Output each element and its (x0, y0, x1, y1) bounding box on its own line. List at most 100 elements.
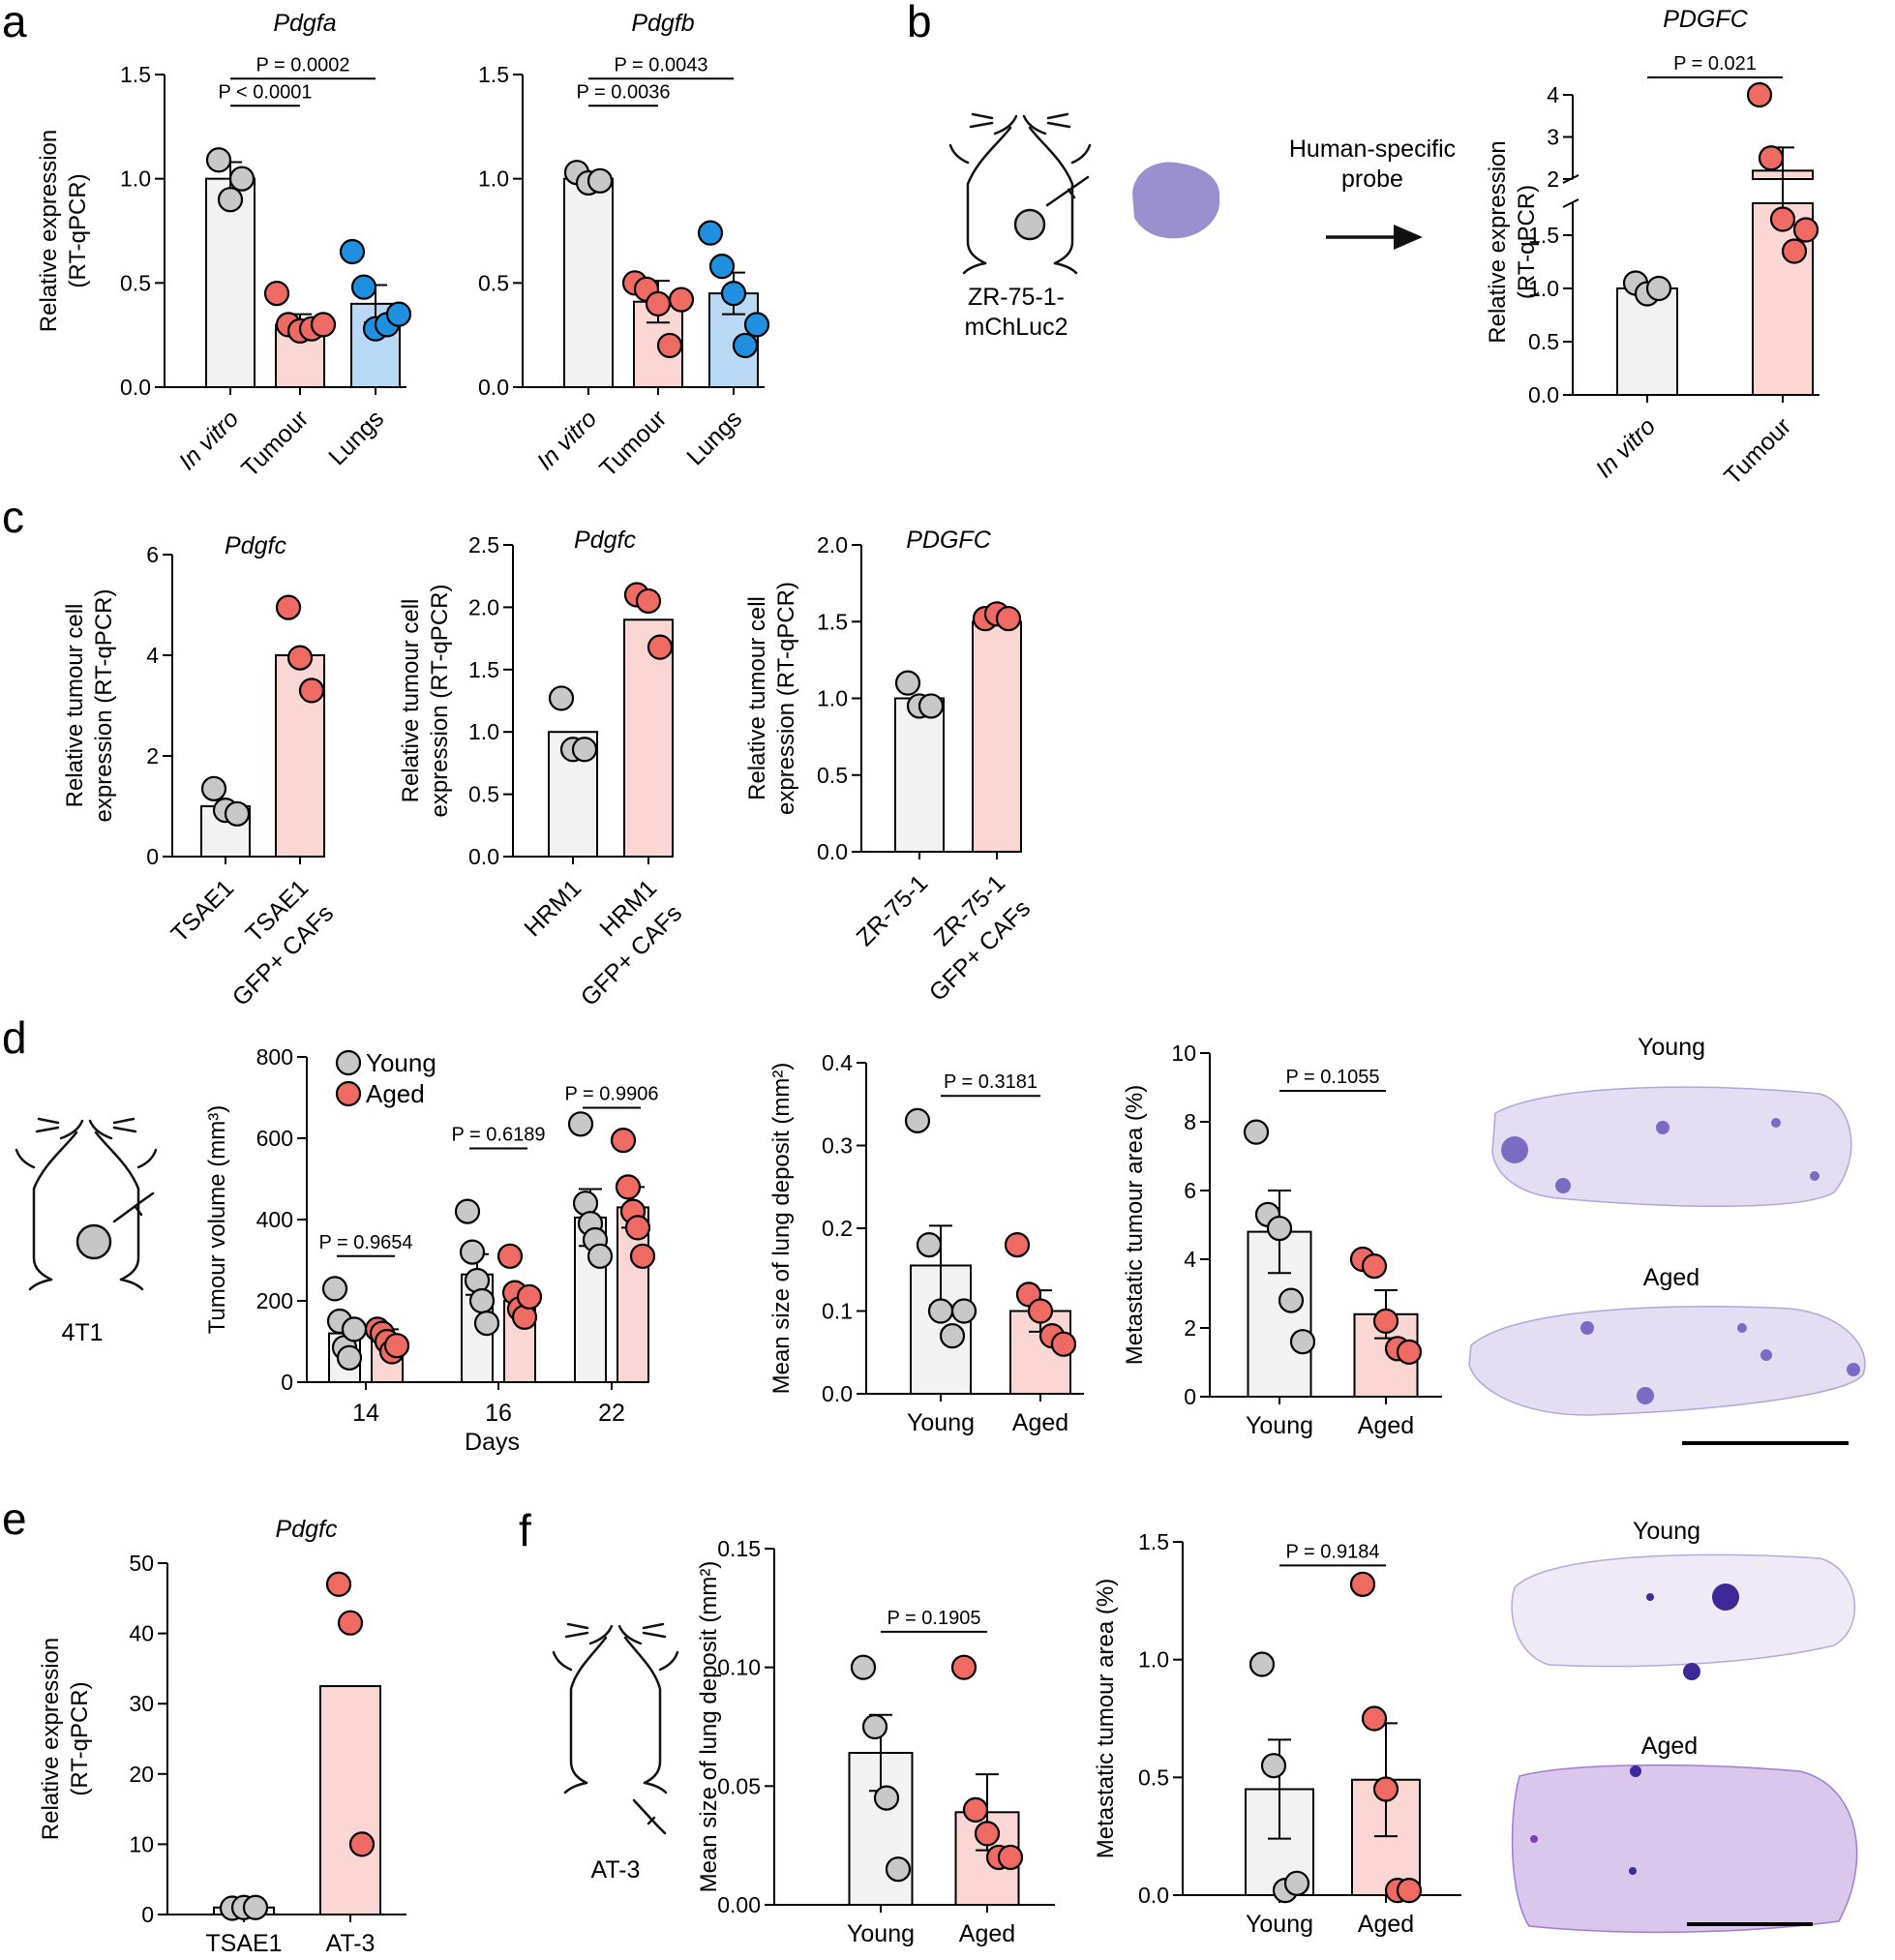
chart-title: Pdgfc (225, 532, 286, 559)
data-point (1289, 1329, 1316, 1355)
data-point (1050, 1331, 1077, 1357)
y-tick-label: 0.5 (120, 270, 151, 295)
data-point (383, 1333, 410, 1359)
x-category-label: TSAE1 (205, 1930, 282, 1957)
legend-marker (335, 1080, 362, 1107)
chart-title: Pdgfb (631, 10, 694, 37)
data-point (656, 332, 683, 359)
lung-histology-young (1511, 1553, 1856, 1680)
x-tick-label: 16 (485, 1400, 512, 1427)
y-tick-label: 0.1 (822, 1299, 853, 1324)
x-category-label: Aged (1012, 1409, 1068, 1436)
chart-title: PDGFC (906, 527, 991, 554)
data-point (1283, 1870, 1310, 1896)
chart-d3: 0 2 4 6 8 10 Metastatic tumour area (%) Young Ag… (1122, 1040, 1442, 1439)
y-axis-label: Metastatic tumour area (%) (1093, 1579, 1119, 1858)
y-tick-label: 20 (129, 1762, 154, 1787)
data-point (950, 1298, 978, 1324)
data-point (873, 1785, 900, 1811)
y-tick-label: 40 (129, 1621, 154, 1646)
x-category-label: In vitro (531, 405, 602, 475)
y-tick-label: 0.0 (478, 375, 509, 400)
y-tick-label: 50 (129, 1551, 154, 1576)
chart-d2: 0.0 0.1 0.2 0.3 0.4 Mean size of lung deposit… (768, 1050, 1084, 1436)
data-point (904, 1107, 931, 1133)
p-value-label: P = 0.0036 (577, 81, 671, 103)
data-point (1278, 1287, 1305, 1313)
data-point (459, 1239, 486, 1265)
data-point (629, 1243, 656, 1269)
legend-marker (335, 1049, 362, 1076)
data-point (1746, 81, 1773, 108)
data-point (615, 1174, 642, 1200)
data-point (1004, 1231, 1031, 1258)
chart-f2: 0.0 0.5 1.0 1.5 Metastatic tumour area (%) Yo… (1093, 1529, 1461, 1938)
data-point (861, 1713, 888, 1740)
y-tick-label: 0.0 (468, 844, 499, 869)
y-tick-label: 3 (1547, 125, 1559, 150)
x-category-label: ZR-75-1 (852, 869, 934, 951)
data-point (228, 166, 256, 192)
data-point (1248, 1651, 1276, 1677)
y-tick-label: 0.5 (1138, 1764, 1169, 1790)
data-point (1243, 1119, 1270, 1145)
y-axis-label: Relative tumour cell expression (RT-qPCR) (62, 589, 117, 823)
y-axis-label: Tumour volume (mm³) (204, 1105, 230, 1334)
y-tick-label: 2.0 (817, 532, 848, 558)
x-category-label: In vitro (1590, 412, 1661, 483)
x-category-label: Tumour (1719, 412, 1796, 490)
chart-title: Pdgfc (574, 527, 636, 554)
y-tick-label: 1.0 (478, 166, 509, 192)
y-tick-label: 1.0 (468, 719, 499, 744)
x-axis-label: Days (465, 1429, 520, 1456)
data-point (516, 1283, 543, 1310)
chart-c2: 0.0 0.5 1.0 1.5 2.0 2.5 Relative tumour cell ex… (398, 527, 687, 1011)
y-tick-label: 0.15 (717, 1536, 761, 1561)
y-axis-label: Relative tumour cell expression (RT-qPCR) (398, 585, 453, 818)
d-image-label-aged: Aged (1643, 1264, 1699, 1291)
data-point (1260, 1753, 1287, 1779)
y-tick-label: 1.5 (1528, 223, 1559, 248)
panel-label-a: a (2, 0, 27, 46)
y-tick-label: 0 (146, 844, 159, 869)
y-tick-label: 0.0 (822, 1381, 853, 1406)
x-category-label: Young (1246, 1412, 1313, 1439)
p-value-label: P = 0.9654 (319, 1232, 413, 1253)
y-tick-label: 600 (256, 1126, 293, 1151)
p-value-label: P = 0.9906 (565, 1084, 659, 1105)
y-axis-label: Metastatic tumour area (%) (1122, 1085, 1148, 1365)
chart-c3: 0.0 0.5 1.0 1.5 2.0 Relative tumour cell expre… (744, 527, 1036, 1007)
p-value-label: P = 0.1055 (1286, 1067, 1380, 1088)
p-value-label: P = 0.3181 (944, 1071, 1038, 1093)
y-tick-label: 0.5 (817, 763, 848, 788)
data-point (1396, 1339, 1423, 1365)
data-point (350, 274, 377, 300)
x-category-label: Young (907, 1409, 975, 1436)
y-tick-label: 4 (146, 643, 159, 668)
p-value-label: P = 0.9184 (1286, 1541, 1380, 1562)
lung-histology-aged (1468, 1306, 1866, 1416)
y-tick-label: 6 (146, 542, 159, 567)
y-tick-label: 0.5 (468, 782, 499, 807)
data-point (224, 800, 251, 827)
data-point (743, 312, 770, 338)
data-point (341, 1316, 368, 1342)
data-point (567, 1111, 594, 1137)
y-tick-label: 800 (256, 1044, 293, 1070)
x-category-label: Young (847, 1920, 915, 1947)
data-point (1266, 1215, 1293, 1242)
data-point (310, 312, 337, 338)
data-point (1372, 1308, 1399, 1335)
data-point (916, 1231, 943, 1258)
y-tick-label: 0.0 (120, 375, 151, 400)
y-tick-label: 1.0 (817, 686, 848, 711)
data-point (894, 670, 921, 696)
data-point (939, 1323, 966, 1349)
data-point (645, 290, 672, 317)
mouse-illustration (948, 112, 1092, 275)
y-tick-label: 1.5 (478, 62, 509, 87)
data-point (974, 1821, 1001, 1847)
bar (319, 1685, 381, 1916)
